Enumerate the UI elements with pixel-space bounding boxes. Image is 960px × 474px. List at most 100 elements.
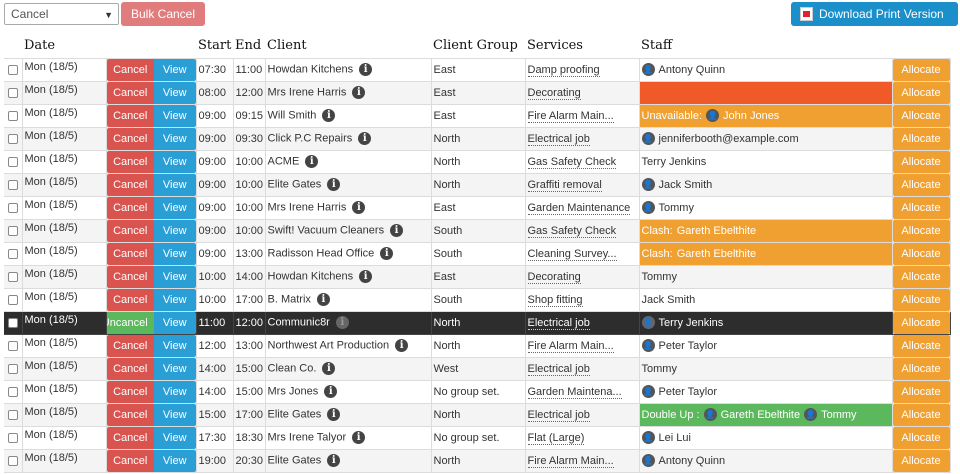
view-button[interactable]: View: [153, 243, 195, 264]
view-button[interactable]: View: [153, 358, 195, 379]
cancel-button[interactable]: Cancel: [107, 197, 154, 218]
row-checkbox[interactable]: [7, 294, 18, 305]
service-link[interactable]: Flat (Large): [527, 431, 585, 445]
view-button[interactable]: View: [153, 105, 195, 126]
service-link[interactable]: Graffiti removal: [527, 178, 602, 192]
cancel-button[interactable]: Cancel: [107, 381, 154, 402]
view-button[interactable]: View: [153, 82, 195, 103]
row-checkbox[interactable]: [7, 87, 18, 98]
row-checkbox[interactable]: [7, 432, 18, 443]
allocate-button[interactable]: Allocate: [893, 266, 949, 287]
view-button[interactable]: View: [153, 174, 195, 195]
allocate-button[interactable]: Allocate: [893, 105, 949, 126]
row-checkbox[interactable]: [7, 133, 18, 144]
service-link[interactable]: Gas Safety Check: [527, 155, 617, 169]
view-button[interactable]: View: [153, 220, 195, 241]
allocate-button[interactable]: Allocate: [893, 243, 949, 264]
info-icon[interactable]: i: [390, 224, 404, 237]
service-link[interactable]: Electrical job: [527, 362, 590, 376]
view-button[interactable]: View: [153, 128, 195, 149]
cancel-button[interactable]: Cancel: [107, 128, 154, 149]
service-link[interactable]: Decorating: [527, 86, 581, 100]
service-link[interactable]: Shop fitting: [527, 293, 583, 307]
info-icon[interactable]: i: [322, 109, 336, 122]
row-checkbox[interactable]: [7, 455, 18, 466]
service-link[interactable]: Garden Maintena...: [527, 385, 622, 399]
cancel-button[interactable]: Cancel: [107, 220, 154, 241]
allocate-button[interactable]: Allocate: [893, 450, 949, 471]
info-icon[interactable]: i: [305, 155, 319, 168]
cancel-button[interactable]: Cancel: [107, 404, 154, 425]
info-icon[interactable]: i: [327, 408, 341, 421]
info-icon[interactable]: i: [324, 385, 338, 398]
info-icon[interactable]: i: [335, 316, 349, 329]
service-link[interactable]: Fire Alarm Main...: [527, 339, 614, 353]
service-link[interactable]: Garden Maintenance: [527, 201, 631, 215]
info-icon[interactable]: i: [322, 362, 336, 375]
view-button[interactable]: View: [153, 312, 195, 333]
view-button[interactable]: View: [153, 59, 195, 80]
info-icon[interactable]: i: [395, 339, 409, 352]
row-checkbox[interactable]: [7, 156, 18, 167]
allocate-button[interactable]: Allocate: [893, 128, 949, 149]
allocate-button[interactable]: Allocate: [893, 220, 949, 241]
service-link[interactable]: Cleaning Survey...: [527, 247, 617, 261]
bulk-cancel-button[interactable]: Bulk Cancel: [121, 2, 205, 26]
cancel-button[interactable]: Cancel: [107, 105, 154, 126]
row-checkbox[interactable]: [7, 179, 18, 190]
info-icon[interactable]: i: [359, 270, 373, 283]
view-button[interactable]: View: [153, 151, 195, 172]
view-button[interactable]: View: [153, 381, 195, 402]
allocate-button[interactable]: Allocate: [893, 151, 949, 172]
allocate-button[interactable]: Allocate: [893, 289, 949, 310]
cancel-button[interactable]: Cancel: [107, 358, 154, 379]
service-link[interactable]: Gas Safety Check: [527, 224, 617, 238]
service-link[interactable]: Decorating: [527, 270, 581, 284]
cancel-button[interactable]: Cancel: [107, 59, 154, 80]
allocate-button[interactable]: Allocate: [893, 174, 949, 195]
row-checkbox[interactable]: [7, 386, 18, 397]
row-checkbox[interactable]: [7, 363, 18, 374]
allocate-button[interactable]: Allocate: [893, 404, 949, 425]
cancel-button[interactable]: Cancel: [107, 427, 154, 448]
row-checkbox[interactable]: [7, 248, 18, 259]
service-link[interactable]: Fire Alarm Main...: [527, 109, 614, 123]
view-button[interactable]: View: [153, 197, 195, 218]
info-icon[interactable]: i: [352, 201, 366, 214]
view-button[interactable]: View: [153, 335, 195, 356]
view-button[interactable]: View: [153, 450, 195, 471]
row-checkbox[interactable]: [7, 110, 18, 121]
cancel-button[interactable]: Cancel: [107, 174, 154, 195]
allocate-button[interactable]: Allocate: [893, 381, 949, 402]
allocate-button[interactable]: Allocate: [893, 427, 949, 448]
service-link[interactable]: Fire Alarm Main...: [527, 454, 614, 468]
allocate-button[interactable]: Allocate: [893, 312, 949, 333]
uncancel-button[interactable]: Uncancel: [107, 312, 154, 333]
row-checkbox[interactable]: [7, 340, 18, 351]
info-icon[interactable]: i: [380, 247, 394, 260]
info-icon[interactable]: i: [359, 63, 373, 76]
cancel-button[interactable]: Cancel: [107, 82, 154, 103]
cancel-button[interactable]: Cancel: [107, 450, 154, 471]
info-icon[interactable]: i: [358, 132, 372, 145]
info-icon[interactable]: i: [316, 293, 330, 306]
view-button[interactable]: View: [153, 289, 195, 310]
info-icon[interactable]: i: [352, 86, 366, 99]
cancel-button[interactable]: Cancel: [107, 335, 154, 356]
row-checkbox[interactable]: [7, 225, 18, 236]
row-checkbox[interactable]: [7, 317, 18, 328]
allocate-button[interactable]: Allocate: [893, 358, 949, 379]
info-icon[interactable]: i: [327, 454, 341, 467]
info-icon[interactable]: i: [327, 178, 341, 191]
info-icon[interactable]: i: [352, 431, 366, 444]
bulk-action-select[interactable]: Cancel ▼: [4, 3, 119, 25]
row-checkbox[interactable]: [7, 271, 18, 282]
service-link[interactable]: Electrical job: [527, 408, 590, 422]
row-checkbox[interactable]: [7, 409, 18, 420]
row-checkbox[interactable]: [7, 202, 18, 213]
cancel-button[interactable]: Cancel: [107, 243, 154, 264]
view-button[interactable]: View: [153, 266, 195, 287]
cancel-button[interactable]: Cancel: [107, 266, 154, 287]
service-link[interactable]: Damp proofing: [527, 63, 600, 77]
service-link[interactable]: Electrical job: [527, 316, 590, 330]
